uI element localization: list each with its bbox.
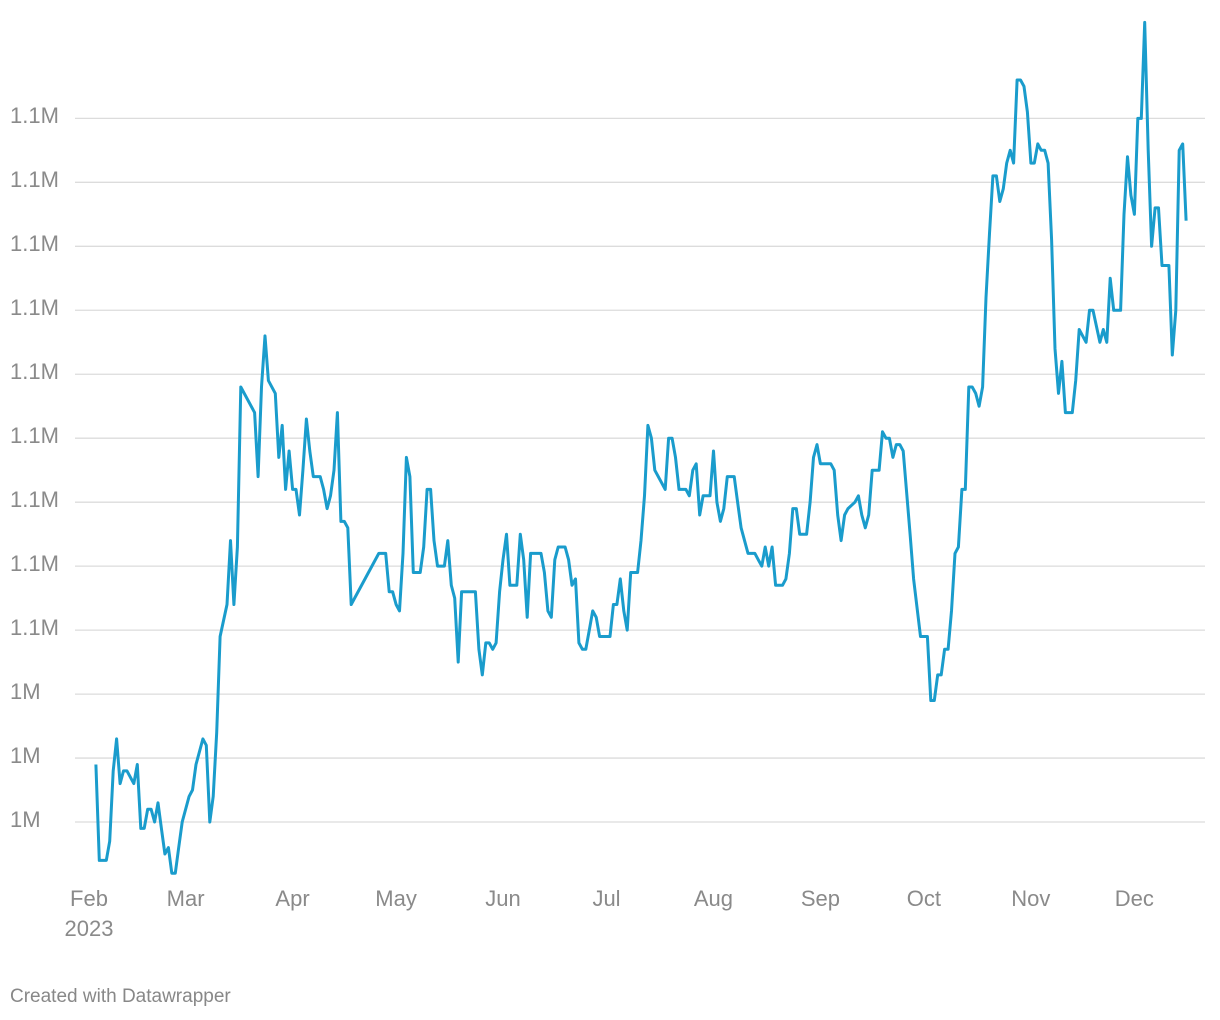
y-tick-label: 1.1M (10, 423, 59, 448)
y-tick-label: 1M (10, 807, 41, 832)
y-tick-label: 1.1M (10, 295, 59, 320)
x-tick-label: Feb (70, 886, 108, 911)
x-tick-label: Oct (907, 886, 941, 911)
x-tick-label: Aug (694, 886, 733, 911)
y-tick-label: 1.1M (10, 359, 59, 384)
y-tick-label: 1.1M (10, 231, 59, 256)
y-tick-label: 1M (10, 743, 41, 768)
y-tick-label: 1.1M (10, 615, 59, 640)
x-tick-label: May (375, 886, 417, 911)
y-tick-label: 1.1M (10, 487, 59, 512)
x-tick-label: Nov (1011, 886, 1050, 911)
y-tick-label: 1.1M (10, 103, 59, 128)
footer: Created with Datawrapper (10, 986, 231, 1007)
x-tick-label: Dec (1115, 886, 1154, 911)
grid (75, 117, 1205, 823)
line (94, 20, 1188, 875)
y-tick-label: 1.1M (10, 167, 59, 192)
y-tick-label: 1.1M (10, 551, 59, 576)
x-tick-label: Jul (592, 886, 620, 911)
x-tick-label: Mar (167, 886, 205, 911)
x-tick-label: Sep (801, 886, 840, 911)
y-tick-label: 1M (10, 679, 41, 704)
x-tick-label: Apr (275, 886, 309, 911)
x-year-label: 2023 (65, 916, 114, 941)
x-tick-label: Jun (485, 886, 520, 911)
